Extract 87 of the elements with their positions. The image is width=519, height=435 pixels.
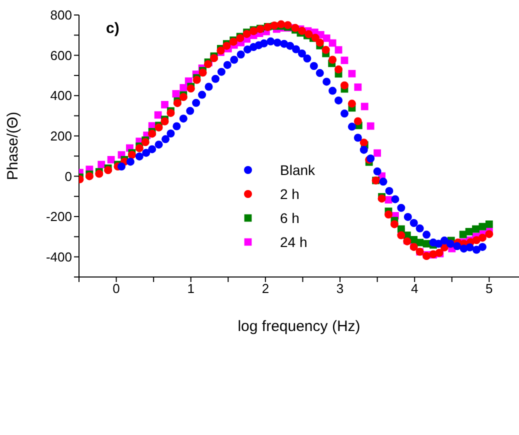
y-tick-label: -400	[46, 249, 72, 264]
point	[154, 140, 163, 149]
point	[374, 149, 382, 157]
point	[298, 49, 306, 58]
x-tick-label: 2	[262, 281, 270, 296]
point	[340, 56, 348, 64]
legend-label: 2 h	[280, 186, 300, 202]
point	[126, 158, 134, 166]
point	[440, 236, 448, 245]
point	[107, 156, 115, 164]
point	[172, 90, 180, 98]
point	[465, 228, 473, 236]
x-tick-label: 0	[112, 281, 120, 296]
point	[373, 167, 382, 176]
point	[192, 98, 200, 107]
point	[142, 148, 150, 157]
point	[179, 114, 188, 123]
point	[434, 240, 442, 248]
x-axis-title: log frequency (Hz)	[238, 318, 360, 335]
y-axis-title: Phase/(Θ)	[4, 112, 22, 180]
point	[354, 134, 362, 142]
x-tick-label: 4	[410, 281, 418, 296]
point	[322, 78, 331, 86]
point	[118, 162, 126, 171]
point	[410, 218, 418, 227]
y-tick-label: 200	[50, 128, 72, 144]
point	[466, 243, 474, 252]
point	[360, 102, 368, 110]
point	[360, 146, 368, 154]
point	[98, 160, 106, 168]
point	[354, 83, 362, 91]
point	[328, 39, 336, 47]
point	[478, 242, 486, 251]
point	[286, 42, 294, 50]
point	[186, 106, 194, 115]
y-tick-label: 400	[50, 88, 72, 104]
legend-label: Blank	[280, 162, 316, 178]
point	[211, 74, 220, 83]
point	[385, 186, 394, 195]
point	[223, 60, 232, 69]
point	[328, 86, 337, 95]
point	[348, 70, 356, 78]
y-tick-label: -200	[46, 209, 72, 224]
point	[348, 122, 356, 131]
legend-label: 24 h	[280, 234, 308, 250]
x-tick-label: 3	[336, 281, 344, 296]
point	[379, 178, 388, 186]
point	[230, 56, 238, 64]
annotation: c)	[106, 20, 120, 37]
y-tick-label: 800	[50, 8, 72, 23]
point	[198, 90, 206, 99]
y-tick-label: 0	[64, 168, 72, 184]
point	[340, 110, 348, 118]
y-tick-label: 600	[50, 48, 72, 63]
legend-label: 6 h	[280, 210, 300, 226]
x-tick-label: 1	[187, 281, 194, 296]
point	[334, 46, 342, 54]
point	[391, 195, 400, 204]
point	[416, 224, 424, 232]
point	[162, 135, 170, 144]
point	[292, 45, 300, 54]
point	[472, 246, 480, 254]
point	[334, 96, 343, 104]
point	[172, 122, 181, 130]
point	[180, 84, 188, 92]
point	[166, 130, 175, 138]
point	[316, 69, 324, 78]
point	[273, 38, 282, 47]
point	[266, 37, 275, 46]
point	[397, 204, 406, 212]
point	[260, 39, 268, 48]
point	[303, 54, 312, 63]
point	[204, 82, 213, 91]
point	[322, 34, 330, 42]
point	[236, 50, 245, 58]
point	[161, 100, 168, 108]
point	[366, 122, 374, 130]
point	[135, 152, 144, 160]
point	[148, 145, 156, 154]
point	[404, 212, 412, 221]
point	[485, 220, 493, 228]
point	[154, 111, 162, 119]
point	[453, 242, 462, 250]
point	[310, 62, 318, 70]
x-tick-label: 5	[486, 281, 493, 296]
point	[217, 68, 226, 76]
point	[422, 230, 431, 239]
